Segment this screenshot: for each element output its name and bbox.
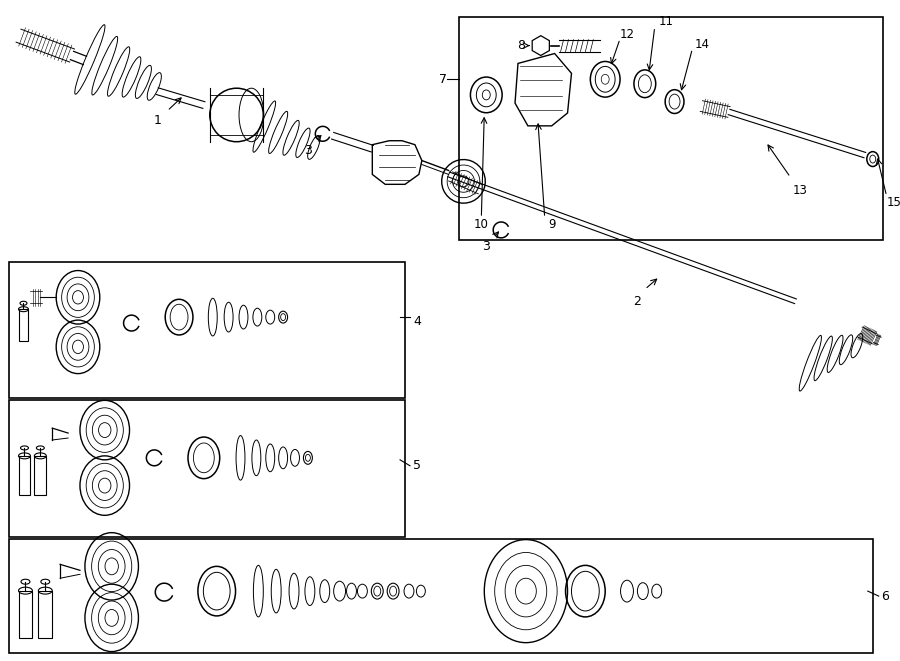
Text: 3: 3 <box>482 240 491 253</box>
Text: 5: 5 <box>413 459 421 472</box>
Bar <box>458 17 883 240</box>
Text: 4: 4 <box>413 315 421 328</box>
Text: 2: 2 <box>633 295 641 308</box>
Text: 8: 8 <box>517 39 525 52</box>
Bar <box>34 456 46 496</box>
Bar <box>39 591 52 639</box>
Bar <box>9 539 873 653</box>
Bar <box>19 309 29 341</box>
Text: 12: 12 <box>619 28 634 41</box>
Text: 7: 7 <box>438 73 446 86</box>
Text: 3: 3 <box>304 144 311 157</box>
Bar <box>19 591 32 639</box>
Bar <box>9 262 405 399</box>
Text: 11: 11 <box>659 15 674 28</box>
Text: 13: 13 <box>793 184 808 197</box>
Text: 15: 15 <box>887 196 900 209</box>
Text: 14: 14 <box>695 38 710 51</box>
Text: 9: 9 <box>548 218 555 231</box>
Bar <box>9 401 405 537</box>
Text: 6: 6 <box>881 590 888 603</box>
Text: 1: 1 <box>153 114 161 128</box>
Text: 10: 10 <box>474 218 489 231</box>
Bar <box>19 456 31 496</box>
